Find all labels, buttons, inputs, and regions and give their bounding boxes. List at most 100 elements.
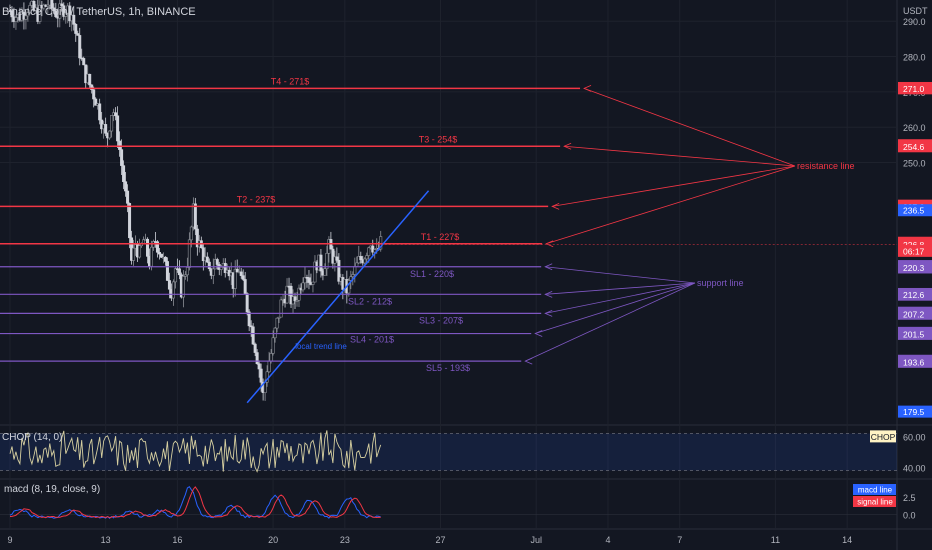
local-trend-line: [246, 190, 430, 404]
support-pointer-line: [545, 282, 696, 314]
candle-body: [72, 14, 76, 25]
support-level-label: SL2 - 212$: [348, 296, 392, 306]
time-tick-label: Jul: [530, 535, 542, 545]
candle-body: [195, 228, 199, 248]
candle-body: [215, 259, 219, 265]
resistance-level-label: T3 - 254$: [419, 134, 458, 144]
signal-line: [9, 486, 381, 519]
resistance-pointer-line: [552, 165, 796, 207]
chop-tick-label: 40.00: [903, 464, 926, 474]
support-pointer-line: [545, 282, 696, 295]
candle-body: [277, 316, 281, 319]
candle-body: [373, 249, 377, 253]
candle-body: [110, 115, 114, 132]
chop-tag-text: CHOP: [871, 432, 896, 442]
candle-body: [253, 343, 257, 353]
candle-body: [349, 276, 353, 281]
candle-body: [14, 17, 18, 22]
candle-body: [219, 267, 223, 270]
candle-body: [74, 24, 78, 34]
price-label-badge: [898, 244, 932, 257]
candle-body: [275, 317, 279, 329]
chop-tick-label: 60.00: [903, 432, 926, 442]
candle-body: [185, 267, 189, 276]
candle-body: [295, 299, 299, 302]
resistance-pointer-line: [564, 145, 796, 167]
candle-body: [371, 245, 375, 253]
candle-body: [132, 247, 136, 261]
candle-body: [114, 112, 118, 117]
candle-body: [353, 266, 357, 275]
time-tick-label: 13: [101, 535, 111, 545]
candle-body: [235, 268, 239, 273]
price-label-text: 06:17: [903, 246, 925, 256]
arrow-head: [544, 310, 553, 317]
arrow-head: [524, 357, 533, 365]
arrow-head: [545, 240, 554, 248]
candle-body: [46, 4, 50, 7]
candle-body: [293, 296, 297, 301]
resistance-pointer-line: [546, 165, 796, 245]
price-label-text: 212.6: [903, 290, 925, 300]
candle-body: [205, 256, 209, 263]
price-label-text: 207.2: [903, 309, 925, 319]
candle-body: [90, 84, 94, 91]
candle-body: [76, 33, 80, 36]
macd-legend-text: signal line: [857, 498, 893, 507]
candle-body: [239, 271, 243, 276]
candle-body: [94, 98, 98, 106]
candle-body: [155, 241, 159, 253]
candle-body: [201, 247, 205, 262]
price-label-text: 254.6: [903, 142, 925, 152]
candle-body: [337, 259, 341, 282]
candle-body: [181, 276, 185, 298]
candle-body: [251, 326, 255, 345]
candle-body: [50, 0, 54, 9]
candle-body: [207, 261, 211, 270]
candle-body: [38, 4, 42, 22]
candle-body: [138, 245, 142, 258]
support-pointer-line: [545, 266, 696, 284]
support-level-label: SL4 - 201$: [350, 335, 394, 345]
candle-body: [26, 12, 30, 17]
time-tick-label: 27: [436, 535, 446, 545]
candle-body: [271, 337, 275, 354]
candle-body: [319, 254, 323, 272]
candle-body: [159, 253, 163, 258]
price-label-badge: [898, 327, 932, 340]
arrow-head: [583, 84, 592, 92]
candle-body: [58, 3, 62, 19]
price-tick-label: 290.0: [903, 17, 926, 27]
time-tick-label: 9: [7, 535, 12, 545]
macd-tick-label: 0.0: [903, 510, 916, 520]
support-pointer-line: [535, 282, 696, 334]
candle-body: [241, 275, 245, 280]
time-tick-label: 23: [340, 535, 350, 545]
candle-body: [273, 327, 277, 339]
candle-body: [116, 115, 120, 142]
candle-body: [323, 268, 327, 276]
price-label-badge: [898, 261, 932, 274]
candle-body: [98, 103, 102, 121]
candle-body: [189, 226, 193, 241]
price-tick-label: 260.0: [903, 123, 926, 133]
candle-body: [187, 239, 191, 268]
candle-body: [163, 256, 167, 262]
time-tick-label: 4: [605, 535, 610, 545]
candle-body: [88, 73, 92, 86]
resistance-level-label: T4 - 271$: [271, 76, 310, 86]
price-label-text: 179.5: [903, 407, 925, 417]
candle-body: [104, 124, 108, 134]
price-label-badge: [898, 204, 932, 217]
price-tick-label: 280.0: [903, 53, 926, 63]
support-pointer-line: [525, 282, 696, 362]
chop-tag-badge: [870, 430, 896, 443]
candle-body: [355, 262, 359, 267]
candle-body: [359, 256, 363, 260]
arrow-head: [544, 290, 553, 298]
candle-body: [28, 5, 32, 13]
price-label-badge: [898, 140, 932, 153]
candle-body: [92, 89, 96, 100]
candle-body: [108, 130, 112, 139]
